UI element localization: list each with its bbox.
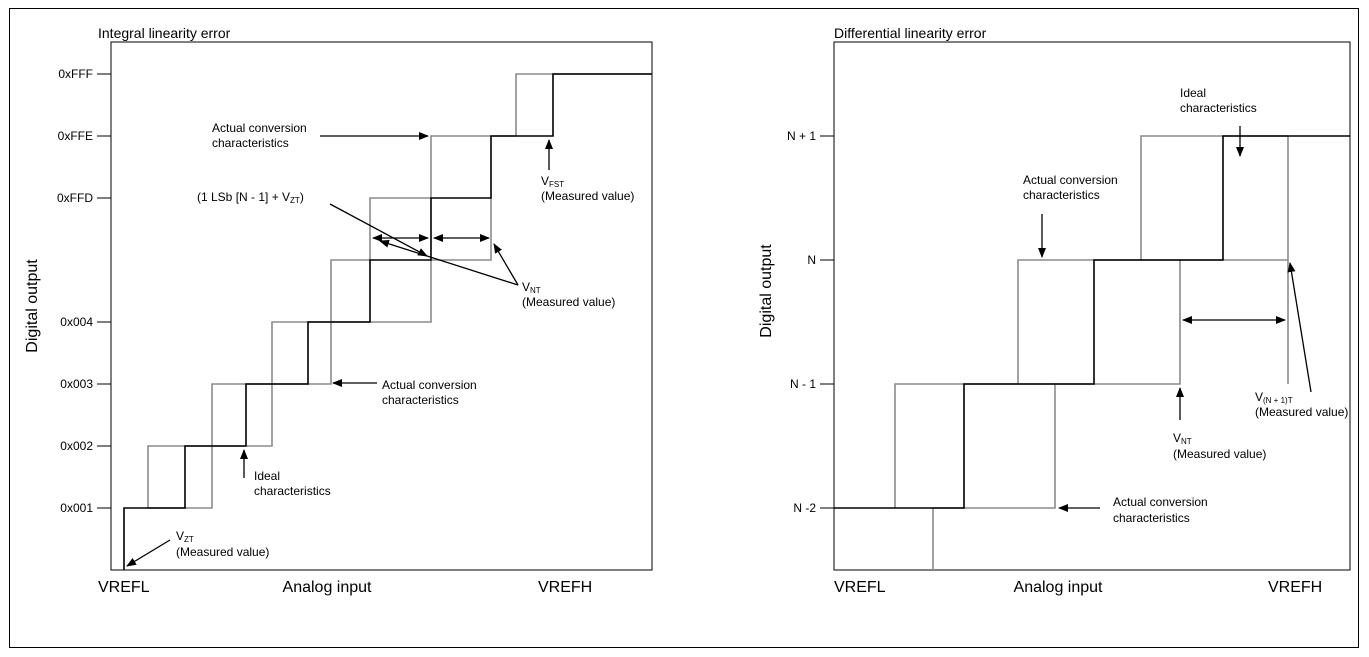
right-ann-vnt-note: (Measured value) bbox=[1173, 447, 1266, 461]
arrow-icon bbox=[493, 243, 519, 286]
left-ann-ideal-2: characteristics bbox=[254, 484, 331, 498]
right-ideal-characteristic bbox=[834, 135, 1350, 509]
y-tick-label: N bbox=[807, 253, 816, 267]
y-tick-label: 0x001 bbox=[60, 501, 93, 515]
right-actual-characteristic-mid bbox=[1017, 259, 1181, 385]
right-ann-vnt: VNT bbox=[1173, 431, 1192, 446]
left-title: Integral linearity error bbox=[98, 25, 231, 41]
right-x-label-vrefl: VREFL bbox=[834, 579, 886, 596]
right-title: Differential linearity error bbox=[834, 25, 987, 41]
left-ann-actual-top-2: characteristics bbox=[212, 136, 289, 150]
right-y-axis-label: Digital output bbox=[758, 244, 775, 338]
y-tick-label: 0x003 bbox=[60, 377, 93, 391]
left-ann-vzt: VZT bbox=[176, 529, 194, 544]
y-tick-label: N + 1 bbox=[787, 129, 816, 143]
left-ann-vnt: VNT bbox=[522, 280, 541, 295]
left-ann-lsb: (1 LSb [N - 1] + VZT) bbox=[197, 190, 304, 205]
left-ann-vfst-note: (Measured value) bbox=[541, 189, 634, 203]
right-ann-vn1t: V(N + 1)T bbox=[1255, 390, 1293, 405]
right-actual-characteristic bbox=[894, 383, 1056, 570]
y-tick-label: 0xFFF bbox=[58, 67, 93, 81]
left-x-label-vrefh: VREFH bbox=[538, 579, 592, 596]
figure-frame bbox=[9, 8, 1359, 648]
left-ann-vzt-note: (Measured value) bbox=[176, 545, 269, 559]
y-tick-label: 0xFFE bbox=[58, 129, 93, 143]
left-plot-box bbox=[110, 41, 653, 571]
left-ideal-characteristic bbox=[123, 73, 652, 570]
y-tick-label: N -2 bbox=[793, 501, 816, 515]
left-y-axis-label: Digital output bbox=[24, 259, 41, 353]
y-tick-label: 0x004 bbox=[60, 315, 93, 329]
arrow-icon bbox=[329, 203, 428, 257]
left-actual-characteristic-lower bbox=[148, 198, 492, 509]
right-ann-vn1t-note: (Measured value) bbox=[1255, 405, 1348, 419]
differential-linearity-panel: Differential linearity error N + 1 N N -… bbox=[758, 25, 1351, 596]
left-y-ticks: 0xFFF 0xFFE 0xFFD 0x004 0x003 0x002 0x00… bbox=[57, 67, 111, 515]
integral-linearity-panel: Integral linearity error 0xFFF 0xFFE 0xF… bbox=[24, 25, 653, 596]
y-tick-label: 0xFFD bbox=[57, 191, 93, 205]
y-tick-label: 0x002 bbox=[60, 439, 93, 453]
arrow-icon bbox=[379, 239, 519, 286]
right-ann-actual-bottom-2: characteristics bbox=[1113, 511, 1190, 525]
left-ann-actual-bottom: Actual conversion bbox=[382, 378, 477, 392]
arrow-icon bbox=[1287, 262, 1312, 393]
left-ann-ideal: Ideal bbox=[254, 469, 280, 483]
right-ann-actual-top: Actual conversion bbox=[1023, 173, 1118, 187]
left-x-label-analog-input: Analog input bbox=[283, 579, 373, 596]
left-ann-actual-bottom-2: characteristics bbox=[382, 393, 459, 407]
arrow-icon bbox=[126, 539, 171, 567]
left-ann-vfst: VFST bbox=[541, 174, 564, 189]
left-actual-characteristic bbox=[147, 73, 652, 508]
right-plot-box bbox=[833, 41, 1351, 571]
right-ann-ideal: Ideal bbox=[1180, 86, 1206, 100]
right-ann-actual-top-2: characteristics bbox=[1023, 188, 1100, 202]
left-ann-vnt-note: (Measured value) bbox=[522, 295, 615, 309]
right-y-ticks: N + 1 N N - 1 N -2 bbox=[787, 129, 834, 515]
right-x-label-vrefh: VREFH bbox=[1268, 579, 1322, 596]
right-ann-actual-bottom: Actual conversion bbox=[1113, 495, 1208, 509]
y-tick-label: N - 1 bbox=[790, 377, 816, 391]
right-ann-ideal-2: characteristics bbox=[1180, 101, 1257, 115]
right-x-label-analog-input: Analog input bbox=[1014, 579, 1104, 596]
left-ann-actual-top: Actual conversion bbox=[212, 121, 307, 135]
left-x-label-vrefl: VREFL bbox=[98, 579, 150, 596]
